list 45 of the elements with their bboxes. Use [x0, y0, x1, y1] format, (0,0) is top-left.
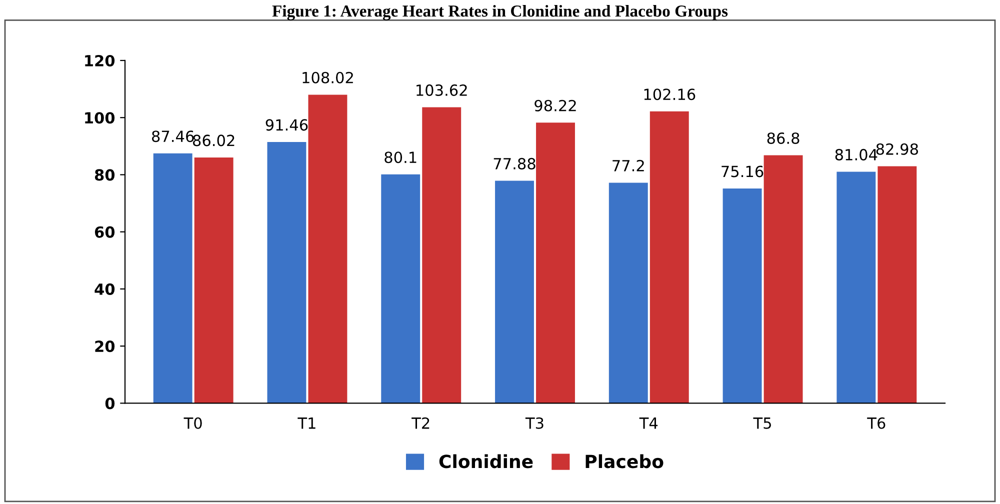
x-tick-label: T1 — [298, 418, 316, 429]
bar — [608, 182, 648, 404]
bar — [764, 155, 803, 404]
chart-title: Figure 1: Average Heart Rates in Clonidine and Placebo Groups — [272, 4, 728, 20]
data-label: 102.16 — [644, 88, 696, 100]
data-label: 80.1 — [384, 152, 416, 164]
data-label: 87.46 — [152, 130, 194, 142]
y-tick-label: 40 — [94, 283, 115, 295]
bar — [650, 111, 689, 404]
x-tick-label: T3 — [525, 417, 544, 429]
legend-label: Placebo — [586, 454, 664, 468]
x-tick-label: T2 — [412, 417, 430, 429]
x-tick-label: T6 — [867, 417, 886, 429]
x-tick-label: T0 — [184, 417, 202, 429]
data-label: 77.2 — [612, 160, 644, 172]
data-label: 103.62 — [416, 84, 467, 96]
y-tick-label: 20 — [95, 340, 115, 352]
data-label: 82.98 — [876, 143, 918, 155]
y-tick-label: 60 — [94, 226, 115, 238]
data-label: 98.22 — [534, 100, 576, 112]
y-tick-label: 80 — [94, 169, 115, 181]
bar — [308, 94, 348, 404]
bar — [836, 172, 876, 404]
data-label: 108.02 — [302, 72, 353, 84]
bar — [267, 142, 306, 404]
bar — [722, 188, 762, 404]
data-label: 81.04 — [835, 148, 878, 160]
x-tick-label: T5 — [753, 418, 771, 429]
data-label: 77.88 — [494, 158, 536, 170]
bar — [153, 153, 192, 404]
data-label: 86.8 — [767, 132, 800, 144]
bar — [878, 166, 917, 404]
bar — [536, 122, 575, 404]
y-tick-label: 100 — [85, 112, 115, 124]
y-tick-label: 0 — [105, 398, 115, 410]
bar — [495, 180, 534, 404]
legend-label: Clonidine — [439, 454, 533, 468]
data-label: 91.46 — [266, 119, 308, 131]
bar — [422, 107, 462, 404]
bar — [194, 158, 234, 404]
x-tick-label: T4 — [639, 418, 658, 429]
data-label: 86.02 — [193, 134, 234, 146]
bar — [381, 174, 420, 404]
y-tick-label: 120 — [85, 54, 115, 66]
data-label: 75.16 — [722, 166, 764, 178]
